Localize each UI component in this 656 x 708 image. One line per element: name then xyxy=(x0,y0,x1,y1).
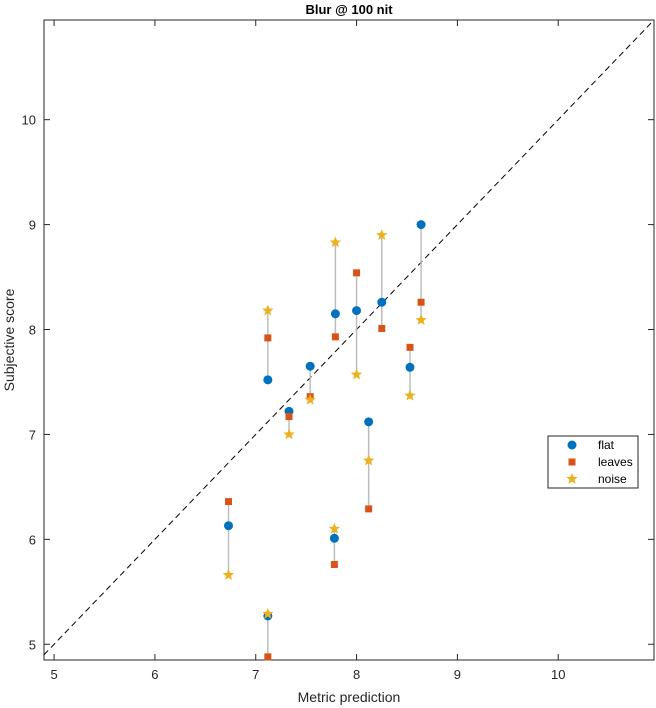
point-leaves xyxy=(225,498,233,506)
legend-box xyxy=(547,435,639,489)
point-noise xyxy=(283,428,295,440)
point-flat xyxy=(305,361,315,371)
point-flat xyxy=(330,309,340,319)
point-leaves xyxy=(330,561,338,569)
y-tick-label: 8 xyxy=(29,323,36,338)
x-tick-label: 9 xyxy=(454,667,461,682)
point-flat xyxy=(405,362,415,372)
legend-label-noise: noise xyxy=(598,472,627,486)
point-leaves xyxy=(331,333,339,341)
x-tick-label: 6 xyxy=(151,667,158,682)
point-flat xyxy=(352,306,362,316)
point-noise xyxy=(404,389,416,401)
point-noise xyxy=(415,314,427,325)
legend-label-leaves: leaves xyxy=(598,455,633,469)
x-axis-label: Metric prediction xyxy=(298,689,401,705)
point-flat xyxy=(263,375,273,385)
point-noise xyxy=(222,569,235,580)
chart-title: Blur @ 100 nit xyxy=(305,2,393,17)
point-leaves xyxy=(406,343,414,351)
y-tick-label: 9 xyxy=(29,218,36,233)
point-flat xyxy=(364,417,374,427)
point-noise xyxy=(328,522,341,534)
point-leaves xyxy=(264,334,272,342)
point-leaves xyxy=(353,269,361,277)
point-flat xyxy=(377,297,387,307)
point-noise xyxy=(262,304,274,316)
point-leaves xyxy=(264,653,272,661)
y-tick-label: 10 xyxy=(22,113,36,128)
point-leaves xyxy=(285,413,293,421)
x-tick-label: 8 xyxy=(353,667,360,682)
point-flat xyxy=(329,533,339,543)
point-leaves xyxy=(417,298,425,306)
y-tick-label: 6 xyxy=(29,532,36,547)
point-noise xyxy=(262,607,274,619)
point-noise xyxy=(376,229,388,240)
point-noise xyxy=(350,368,363,380)
legend: flat leaves noise xyxy=(547,435,639,489)
x-tick-label: 5 xyxy=(50,667,57,682)
point-noise xyxy=(304,393,316,405)
plot-frame xyxy=(43,19,655,661)
legend-marker-leaves xyxy=(568,458,576,466)
point-flat xyxy=(224,521,234,531)
point-noise xyxy=(329,236,342,248)
point-leaves xyxy=(365,505,373,513)
point-noise xyxy=(362,454,375,466)
legend-marker-noise xyxy=(566,473,578,484)
y-axis-label: Subjective score xyxy=(1,288,17,391)
x-tick-label: 10 xyxy=(551,667,565,682)
x-tick-label: 7 xyxy=(252,667,259,682)
y-tick-label: 5 xyxy=(29,637,36,652)
point-leaves xyxy=(378,324,386,332)
y-tick-label: 7 xyxy=(29,427,36,442)
point-flat xyxy=(416,220,426,230)
identity-line xyxy=(43,19,655,656)
legend-label-flat: flat xyxy=(598,438,615,452)
plot-area: 5 6 7 8 9 10 5 6 7 8 9 10 xyxy=(22,19,655,682)
legend-marker-flat xyxy=(567,440,577,450)
